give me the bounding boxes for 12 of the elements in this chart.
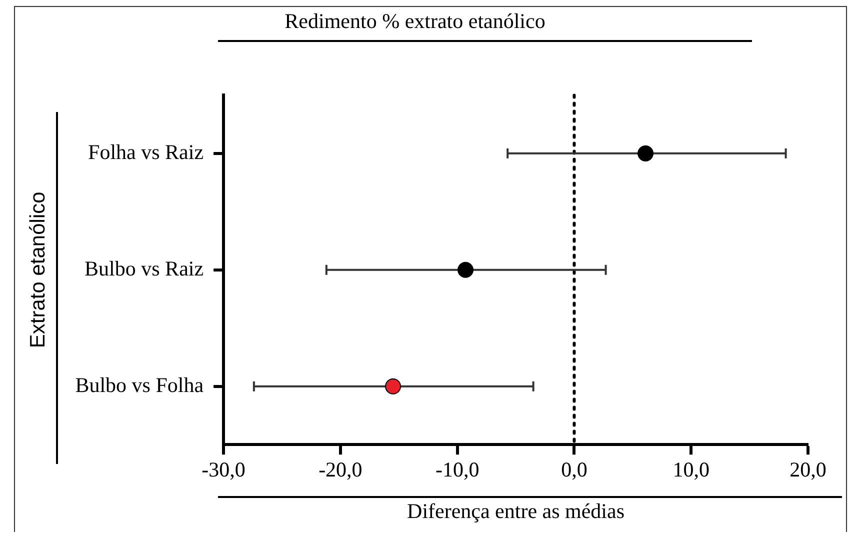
- x-axis-title: Diferença entre as médias: [407, 498, 625, 523]
- chart-title: Redimento % extrato etanólico: [284, 9, 546, 34]
- x-tick-label: -20,0: [318, 458, 362, 482]
- y-tick-label: Folha vs Raiz: [88, 140, 204, 164]
- x-tick-label: -30,0: [202, 458, 246, 482]
- y-tick-label: Bulbo vs Folha: [75, 372, 204, 397]
- y-axis-title: Extrato etanólico: [26, 192, 50, 348]
- x-tick-label: 10,0: [672, 458, 710, 482]
- x-tick-label: -10,0: [435, 458, 480, 482]
- x-tick-label: 0,0: [561, 458, 588, 482]
- x-tick-label: 20,0: [790, 458, 826, 482]
- y-tick-label: Bulbo vs Raiz: [84, 256, 204, 280]
